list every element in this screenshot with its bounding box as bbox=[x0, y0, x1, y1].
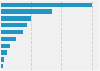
Bar bbox=[1, 16, 31, 21]
Bar bbox=[1, 50, 7, 55]
Bar bbox=[1, 23, 27, 27]
Bar bbox=[1, 44, 10, 48]
Bar bbox=[1, 57, 4, 62]
Bar bbox=[1, 37, 16, 41]
Bar bbox=[1, 30, 23, 34]
Bar bbox=[1, 9, 52, 14]
Bar bbox=[1, 3, 92, 7]
Bar bbox=[1, 64, 3, 68]
